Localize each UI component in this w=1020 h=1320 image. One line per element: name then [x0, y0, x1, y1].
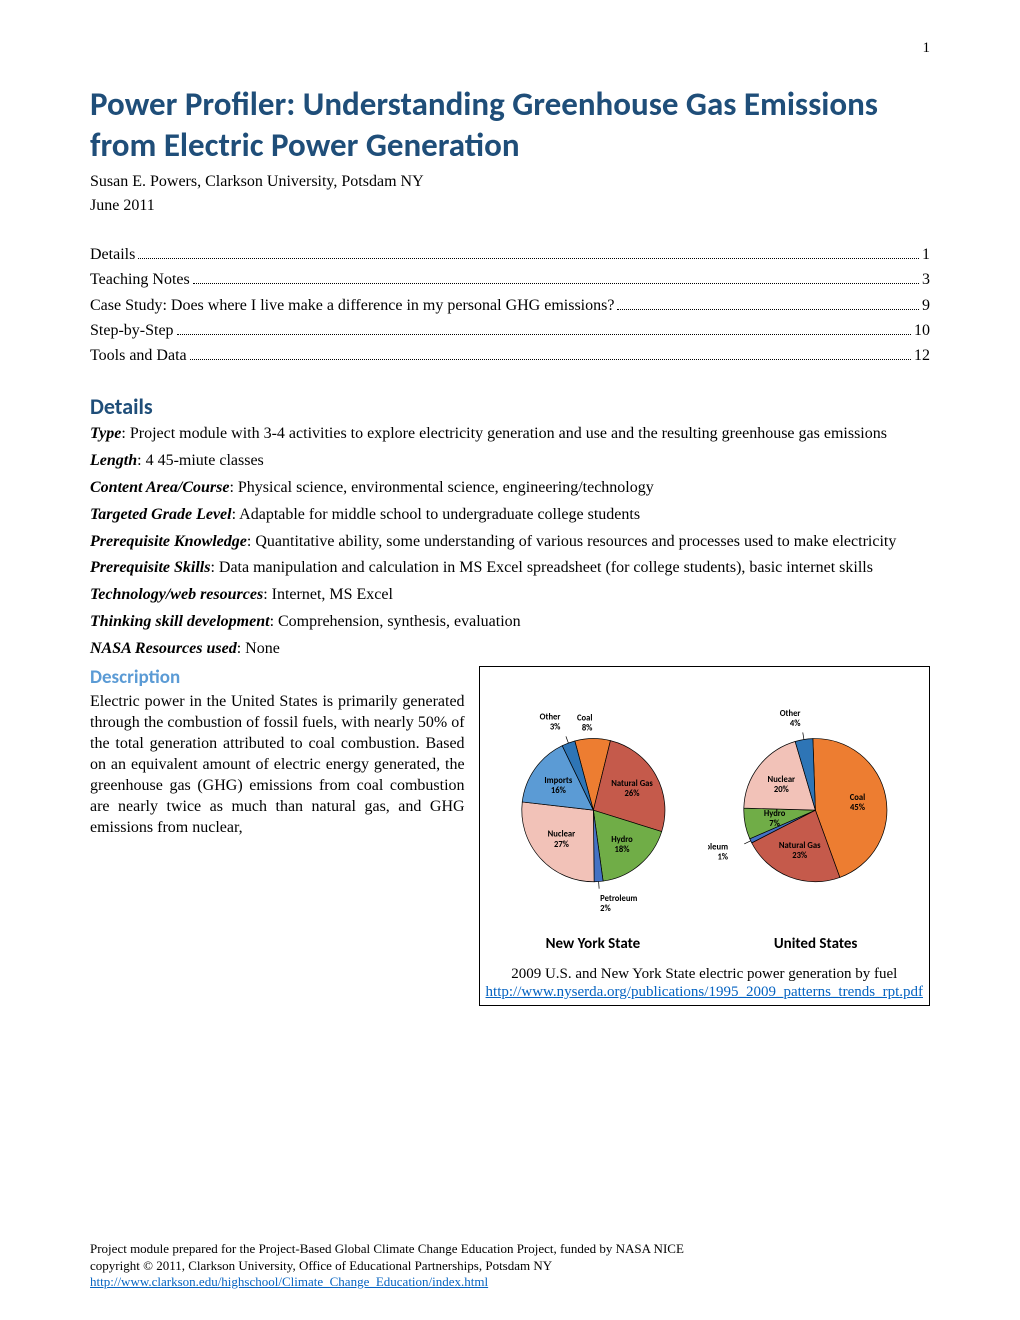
footer-line2: copyright © 2011, Clarkson University, O… — [90, 1258, 930, 1274]
toc-row: Details 1 — [90, 245, 930, 264]
detail-item: Prerequisite Knowledge: Quantitative abi… — [90, 532, 930, 553]
slice-label-name: Petroleum — [708, 842, 728, 852]
slice-label-name: Hydro — [764, 809, 786, 819]
description-text: Electric power in the United States is p… — [90, 691, 465, 839]
date-line: June 2011 — [90, 197, 930, 215]
toc-page: 12 — [914, 347, 930, 365]
slice-label-value: 1% — [718, 852, 729, 862]
slice-label-value: 18% — [614, 845, 630, 855]
detail-text: : None — [237, 640, 280, 657]
toc-row: Step-by-Step 10 — [90, 321, 930, 340]
table-of-contents: Details 1 Teaching Notes 3 Case Study: Does … — [90, 245, 930, 366]
page-title: Power Profiler: Understanding Greenhouse… — [90, 84, 930, 167]
detail-label: Targeted Grade Level — [90, 506, 232, 523]
footer-line1: Project module prepared for the Project-… — [90, 1241, 930, 1257]
slice-label-name: Nuclear — [768, 774, 796, 784]
chart-caption: 2009 U.S. and New York State electric po… — [486, 965, 923, 983]
slice-label-value: 20% — [774, 784, 790, 794]
toc-dots — [138, 245, 919, 259]
detail-text: : Project module with 3-4 activities to … — [121, 425, 887, 442]
detail-label: Content Area/Course — [90, 479, 229, 496]
slice-label-name: Hydro — [611, 835, 633, 845]
detail-label: Length — [90, 452, 137, 469]
toc-page: 3 — [922, 271, 930, 289]
detail-text: : Data manipulation and calculation in M… — [210, 559, 872, 576]
slice-label-name: Nuclear — [547, 829, 575, 839]
toc-dots — [177, 321, 911, 335]
slice-label-name: Petroleum — [600, 893, 637, 903]
pie-chart-ny: Coal8% Natural Gas26% Hydro18% Petroleum2% N… — [486, 673, 701, 933]
slice-label-value: 4% — [790, 719, 801, 729]
detail-label: Type — [90, 425, 121, 442]
detail-item: Technology/web resources: Internet, MS E… — [90, 585, 930, 606]
description-heading: Description — [90, 666, 465, 689]
detail-item: Length: 4 45-miute classes — [90, 451, 930, 472]
toc-label: Case Study: Does where I live make a dif… — [90, 297, 614, 315]
footer: Project module prepared for the Project-… — [90, 1241, 930, 1290]
slice-label-name: Natural Gas — [611, 779, 653, 789]
slice-label-value: 27% — [554, 839, 570, 849]
detail-text: : Physical science, environmental scienc… — [229, 479, 653, 496]
page-number: 1 — [923, 40, 931, 57]
toc-row: Case Study: Does where I live make a dif… — [90, 295, 930, 314]
detail-text: : Internet, MS Excel — [263, 586, 393, 603]
detail-label: NASA Resources used — [90, 640, 237, 657]
slice-label-value: 2% — [600, 903, 611, 913]
details-list: Type: Project module with 3-4 activities… — [90, 424, 930, 659]
detail-label: Technology/web resources — [90, 586, 263, 603]
toc-dots — [190, 346, 911, 360]
detail-item: Prerequisite Skills: Data manipulation a… — [90, 558, 930, 579]
toc-label: Tools and Data — [90, 347, 187, 365]
detail-item: Type: Project module with 3-4 activities… — [90, 424, 930, 445]
pie-chart-us: Coal45% Natural Gas23% Petroleum1% Hydro7% N… — [708, 673, 923, 933]
toc-page: 1 — [922, 246, 930, 264]
toc-page: 10 — [914, 322, 930, 340]
slice-label-name: Other — [780, 709, 801, 719]
slice-label-value: 7% — [770, 819, 781, 829]
slice-label-value: 26% — [624, 789, 640, 799]
author-line: Susan E. Powers, Clarkson University, Po… — [90, 173, 930, 191]
detail-label: Prerequisite Knowledge — [90, 533, 247, 550]
detail-text: : Quantitative ability, some understandi… — [247, 533, 896, 550]
slice-label-name: Other — [539, 712, 560, 722]
footer-link[interactable]: http://www.clarkson.edu/highschool/Clima… — [90, 1274, 488, 1289]
toc-dots — [193, 270, 919, 284]
toc-row: Tools and Data 12 — [90, 346, 930, 365]
detail-text: : Adaptable for middle school to undergr… — [232, 506, 640, 523]
slice-label-value: 16% — [550, 786, 566, 796]
detail-label: Prerequisite Skills — [90, 559, 210, 576]
detail-text: : Comprehension, synthesis, evaluation — [270, 613, 521, 630]
slice-label-value: 3% — [549, 722, 560, 732]
detail-item: NASA Resources used: None — [90, 639, 930, 660]
pie1-caption: New York State — [546, 935, 640, 953]
detail-label: Thinking skill development — [90, 613, 270, 630]
slice-label-value: 23% — [793, 851, 809, 861]
toc-label: Teaching Notes — [90, 271, 190, 289]
slice-label-name: Coal — [576, 713, 592, 723]
chart-container: Coal8%Natural Gas26%Hydro18%Petroleum2%N… — [479, 666, 930, 1006]
detail-item: Content Area/Course: Physical science, e… — [90, 478, 930, 499]
toc-label: Step-by-Step — [90, 322, 174, 340]
slice-label-value: 45% — [850, 802, 866, 812]
detail-item: Targeted Grade Level: Adaptable for midd… — [90, 505, 930, 526]
pie2-caption: United States — [774, 935, 858, 953]
toc-dots — [617, 295, 919, 309]
toc-page: 9 — [922, 297, 930, 315]
details-heading: Details — [90, 393, 930, 420]
chart-source-link[interactable]: http://www.nyserda.org/publications/1995… — [486, 984, 923, 1000]
slice-label-name: Natural Gas — [779, 841, 821, 851]
slice-label-value: 8% — [581, 723, 592, 733]
slice-label-name: Coal — [850, 792, 866, 802]
toc-label: Details — [90, 246, 135, 264]
detail-text: : 4 45-miute classes — [137, 452, 264, 469]
detail-item: Thinking skill development: Comprehensio… — [90, 612, 930, 633]
toc-row: Teaching Notes 3 — [90, 270, 930, 289]
slice-label-name: Imports — [544, 776, 573, 786]
